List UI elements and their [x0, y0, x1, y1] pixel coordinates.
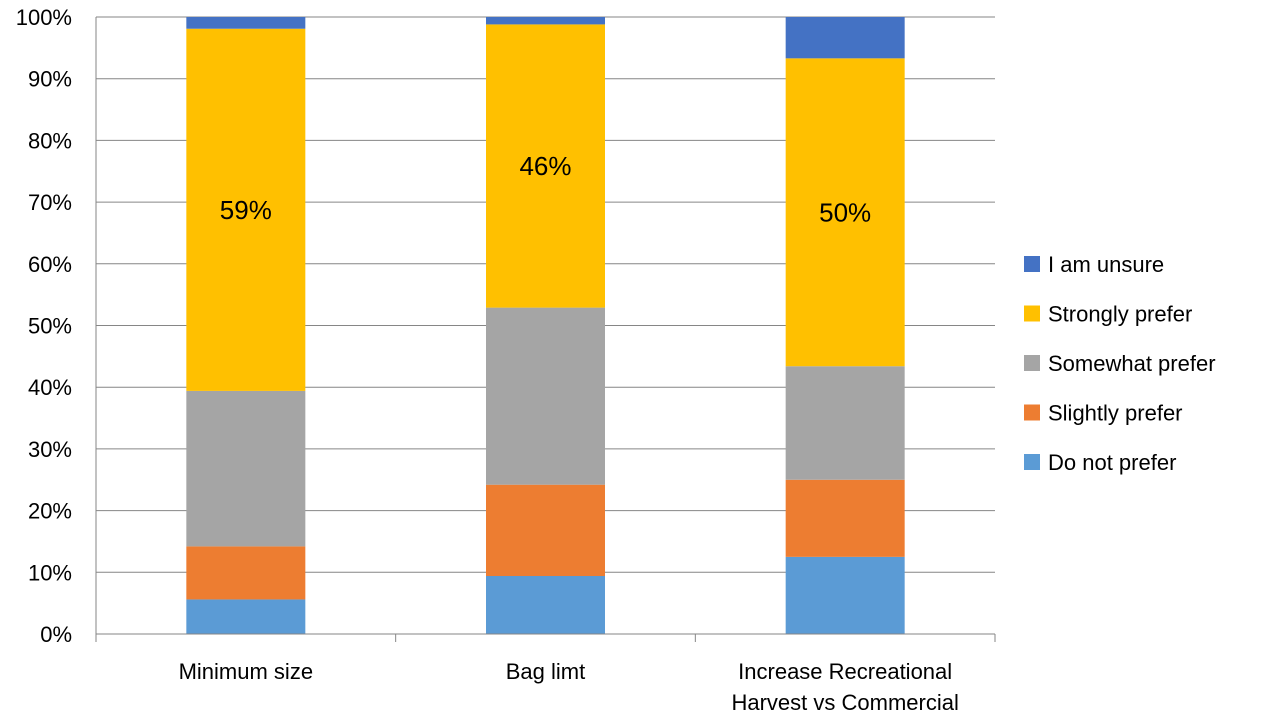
- legend-swatch: [1024, 256, 1040, 272]
- x-category-label: Harvest vs Commercial: [731, 690, 958, 715]
- bar-segment-somewhat-prefer: [785, 366, 905, 480]
- bar-segment-i-am-unsure: [785, 17, 905, 59]
- bar-segment-i-am-unsure: [486, 17, 605, 25]
- legend-swatch: [1024, 454, 1040, 470]
- y-tick-label: 50%: [28, 314, 72, 339]
- y-axis-tick-labels: 0% 10% 20% 30% 40% 50% 60% 70% 80% 90% 100%: [16, 5, 72, 647]
- bar-segment-strongly-prefer: [486, 24, 605, 308]
- legend-swatch: [1024, 404, 1040, 421]
- y-tick-label: 100%: [16, 5, 72, 30]
- y-tick-label: 80%: [28, 128, 72, 153]
- y-tick-label: 10%: [28, 560, 72, 585]
- y-tick-label: 20%: [28, 499, 72, 524]
- bar-segment-somewhat-prefer: [186, 390, 306, 547]
- legend: I am unsure Strongly prefer Somewhat prefe…: [1024, 252, 1216, 475]
- axes: [95, 17, 996, 642]
- bar-segment-do-not-prefer: [785, 556, 905, 634]
- bars: [186, 17, 905, 634]
- legend-label: I am unsure: [1048, 252, 1164, 277]
- y-tick-label: 40%: [28, 375, 72, 400]
- y-tick-label: 70%: [28, 190, 72, 215]
- data-label: 50%: [819, 197, 871, 227]
- x-category-label: Bag limt: [506, 659, 585, 684]
- bar-segment-do-not-prefer: [186, 599, 306, 634]
- bar-segment-strongly-prefer: [186, 28, 306, 391]
- legend-label: Slightly prefer: [1048, 401, 1183, 426]
- legend-label: Somewhat prefer: [1048, 351, 1216, 376]
- bar-segment-i-am-unsure: [186, 17, 306, 29]
- data-label: 46%: [519, 151, 571, 181]
- bar-segment-slightly-prefer: [785, 479, 905, 557]
- x-category-label: Increase Recreational: [738, 659, 952, 684]
- legend-swatch: [1024, 305, 1040, 322]
- data-label: 59%: [220, 195, 272, 225]
- bar-segment-strongly-prefer: [785, 58, 905, 367]
- y-tick-label: 90%: [28, 67, 72, 92]
- bar-segment-slightly-prefer: [186, 546, 306, 600]
- y-tick-label: 30%: [28, 437, 72, 462]
- y-tick-label: 0%: [40, 622, 72, 647]
- bar-segment-do-not-prefer: [486, 576, 605, 634]
- data-labels: 59% 46% 50%: [220, 151, 871, 227]
- x-axis-category-labels: Minimum size Bag limt Increase Recreationa…: [179, 659, 959, 715]
- legend-label: Strongly prefer: [1048, 302, 1192, 327]
- bar-segment-slightly-prefer: [486, 484, 605, 577]
- legend-swatch: [1024, 355, 1040, 371]
- y-tick-label: 60%: [28, 252, 72, 277]
- bar-segment-somewhat-prefer: [486, 307, 605, 485]
- legend-label: Do not prefer: [1048, 450, 1176, 475]
- x-category-label: Minimum size: [179, 659, 313, 684]
